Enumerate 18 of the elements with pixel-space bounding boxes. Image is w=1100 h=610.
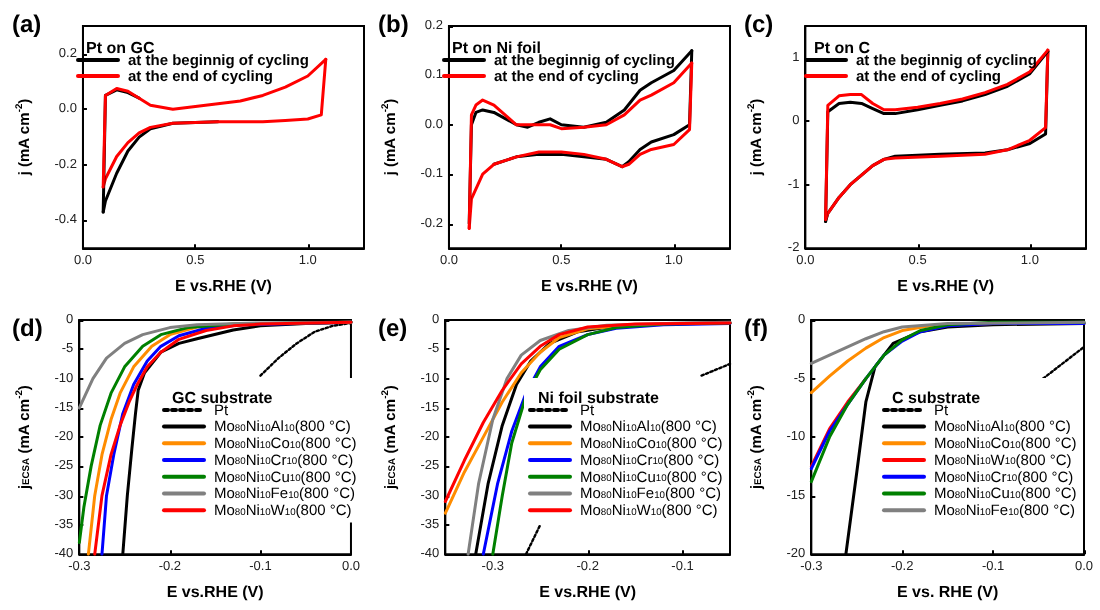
legend-title: Pt on Ni foil (452, 39, 541, 57)
chart-title: (e) (378, 314, 408, 342)
legend-title: GC substrate (172, 389, 274, 407)
chart-title: (f) (744, 314, 768, 342)
x-axis-title: E vs. RHE (V) (896, 583, 1000, 601)
x-axis-title: E vs.RHE (V) (175, 277, 273, 295)
legend-title: Ni foil substrate (538, 389, 661, 407)
legend-title: C substrate (892, 389, 982, 407)
x-axis-title: E vs.RHE (V) (897, 277, 995, 295)
x-axis-title: E vs.RHE (V) (541, 277, 639, 295)
legend-title: Pt on GC (86, 39, 155, 57)
chart-title: (b) (378, 10, 409, 38)
legend-title: Pt on C (814, 39, 871, 57)
x-axis-title: E vs.RHE (V) (539, 583, 637, 601)
chart-title: (c) (744, 10, 774, 38)
x-axis-title: E vs.RHE (V) (166, 583, 265, 601)
chart-title: (d) (12, 314, 43, 342)
chart-title: (a) (12, 10, 42, 38)
